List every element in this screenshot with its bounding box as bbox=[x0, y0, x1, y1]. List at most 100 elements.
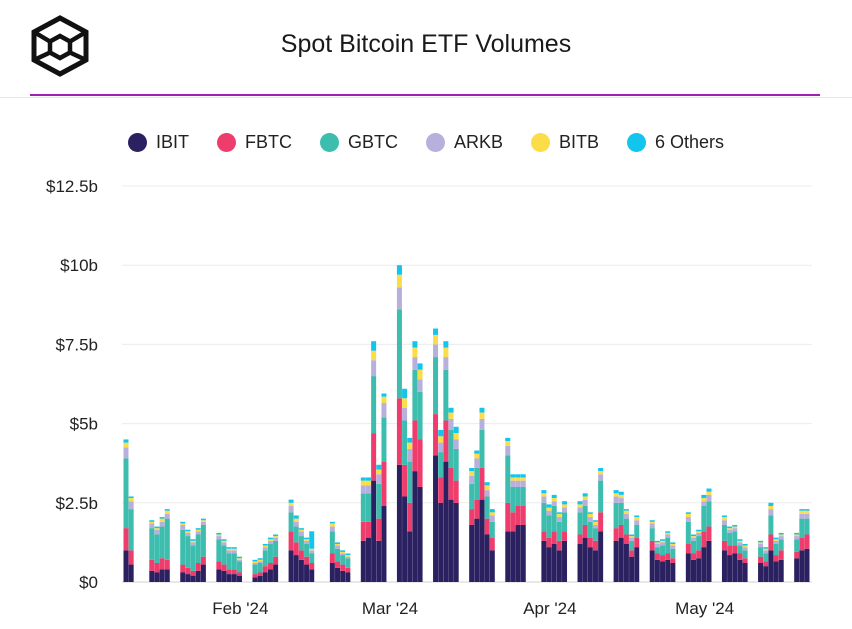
bar-segment[interactable] bbox=[685, 521, 691, 544]
bar-segment[interactable] bbox=[195, 570, 201, 582]
bar-segment[interactable] bbox=[252, 577, 258, 582]
bar-segment[interactable] bbox=[768, 534, 774, 551]
bar-segment[interactable] bbox=[200, 521, 206, 525]
bar-stack[interactable] bbox=[237, 556, 242, 582]
bar-segment[interactable] bbox=[768, 515, 774, 535]
bar-segment[interactable] bbox=[154, 529, 160, 535]
bar-segment[interactable] bbox=[562, 531, 568, 541]
bar-segment[interactable] bbox=[216, 561, 222, 570]
bar-segment[interactable] bbox=[773, 537, 779, 540]
bar-segment[interactable] bbox=[149, 523, 155, 529]
bar-segment[interactable] bbox=[123, 550, 129, 582]
bar-stack[interactable] bbox=[123, 439, 129, 582]
bar-segment[interactable] bbox=[598, 512, 604, 532]
bar-segment[interactable] bbox=[577, 501, 583, 505]
bar-segment[interactable] bbox=[412, 471, 418, 582]
bar-segment[interactable] bbox=[231, 548, 237, 551]
bar-segment[interactable] bbox=[216, 569, 222, 582]
bar-segment[interactable] bbox=[448, 418, 454, 430]
bar-segment[interactable] bbox=[288, 512, 294, 532]
bar-stack[interactable] bbox=[691, 534, 696, 582]
bar-segment[interactable] bbox=[407, 531, 413, 582]
bar-segment[interactable] bbox=[623, 510, 629, 514]
bar-segment[interactable] bbox=[629, 536, 635, 538]
bar-segment[interactable] bbox=[304, 540, 310, 544]
bar-stack[interactable] bbox=[448, 407, 454, 582]
bar-segment[interactable] bbox=[613, 540, 619, 582]
bar-segment[interactable] bbox=[691, 540, 696, 554]
bar-segment[interactable] bbox=[577, 512, 583, 535]
bar-stack[interactable] bbox=[195, 528, 201, 582]
bar-segment[interactable] bbox=[685, 553, 691, 582]
bar-segment[interactable] bbox=[190, 545, 196, 571]
bar-segment[interactable] bbox=[670, 545, 676, 549]
bar-segment[interactable] bbox=[623, 534, 629, 544]
bar-segment[interactable] bbox=[649, 540, 655, 551]
bar-segment[interactable] bbox=[541, 502, 547, 532]
bar-segment[interactable] bbox=[701, 505, 707, 532]
bar-segment[interactable] bbox=[649, 520, 655, 522]
bar-stack[interactable] bbox=[562, 501, 568, 582]
bar-segment[interactable] bbox=[598, 531, 604, 582]
bar-segment[interactable] bbox=[623, 513, 629, 519]
bar-segment[interactable] bbox=[541, 496, 547, 503]
bar-segment[interactable] bbox=[742, 550, 748, 559]
bar-segment[interactable] bbox=[180, 529, 186, 565]
bar-segment[interactable] bbox=[474, 499, 480, 519]
bar-segment[interactable] bbox=[252, 561, 258, 563]
bar-segment[interactable] bbox=[546, 537, 552, 548]
bar-segment[interactable] bbox=[489, 537, 495, 551]
bar-segment[interactable] bbox=[381, 396, 387, 404]
legend-item[interactable]: GBTC bbox=[319, 132, 398, 153]
bar-segment[interactable] bbox=[226, 574, 232, 582]
bar-stack[interactable] bbox=[345, 553, 351, 582]
bar-segment[interactable] bbox=[479, 418, 485, 430]
bar-segment[interactable] bbox=[742, 547, 748, 551]
bar-segment[interactable] bbox=[582, 496, 588, 500]
bar-stack[interactable] bbox=[670, 542, 676, 582]
bar-segment[interactable] bbox=[654, 553, 660, 560]
bar-segment[interactable] bbox=[407, 448, 413, 462]
legend-item[interactable]: ARKB bbox=[425, 132, 503, 153]
bar-segment[interactable] bbox=[149, 521, 155, 524]
bar-segment[interactable] bbox=[149, 570, 155, 582]
bar-segment[interactable] bbox=[629, 540, 635, 551]
bar-segment[interactable] bbox=[768, 550, 774, 582]
bar-segment[interactable] bbox=[732, 524, 738, 527]
bar-segment[interactable] bbox=[773, 539, 779, 541]
bar-segment[interactable] bbox=[231, 550, 237, 554]
bar-segment[interactable] bbox=[396, 398, 402, 465]
bar-segment[interactable] bbox=[438, 436, 444, 443]
bar-stack[interactable] bbox=[592, 520, 598, 582]
bar-stack[interactable] bbox=[309, 531, 315, 582]
bar-segment[interactable] bbox=[701, 547, 707, 582]
bar-segment[interactable] bbox=[598, 474, 604, 481]
bar-stack[interactable] bbox=[778, 532, 784, 582]
bar-segment[interactable] bbox=[758, 562, 764, 582]
bar-stack[interactable] bbox=[556, 512, 562, 582]
bar-segment[interactable] bbox=[484, 485, 490, 491]
bar-segment[interactable] bbox=[794, 551, 800, 559]
bar-segment[interactable] bbox=[654, 547, 660, 554]
bar-segment[interactable] bbox=[618, 502, 624, 525]
bar-segment[interactable] bbox=[556, 517, 562, 522]
bar-segment[interactable] bbox=[727, 526, 733, 529]
bar-stack[interactable] bbox=[804, 509, 810, 582]
bar-segment[interactable] bbox=[371, 341, 377, 351]
bar-segment[interactable] bbox=[737, 559, 743, 582]
bar-segment[interactable] bbox=[804, 518, 810, 535]
bar-segment[interactable] bbox=[128, 509, 134, 551]
bar-segment[interactable] bbox=[262, 547, 268, 551]
bar-segment[interactable] bbox=[164, 513, 170, 519]
bar-segment[interactable] bbox=[520, 524, 526, 582]
bar-segment[interactable] bbox=[706, 526, 712, 541]
bar-segment[interactable] bbox=[226, 547, 232, 549]
bar-segment[interactable] bbox=[180, 572, 186, 582]
bar-segment[interactable] bbox=[520, 505, 526, 525]
bar-segment[interactable] bbox=[629, 537, 635, 541]
bar-segment[interactable] bbox=[696, 529, 702, 532]
bar-segment[interactable] bbox=[200, 556, 206, 565]
bar-segment[interactable] bbox=[587, 512, 593, 514]
bar-segment[interactable] bbox=[402, 407, 408, 421]
bar-segment[interactable] bbox=[257, 561, 263, 563]
